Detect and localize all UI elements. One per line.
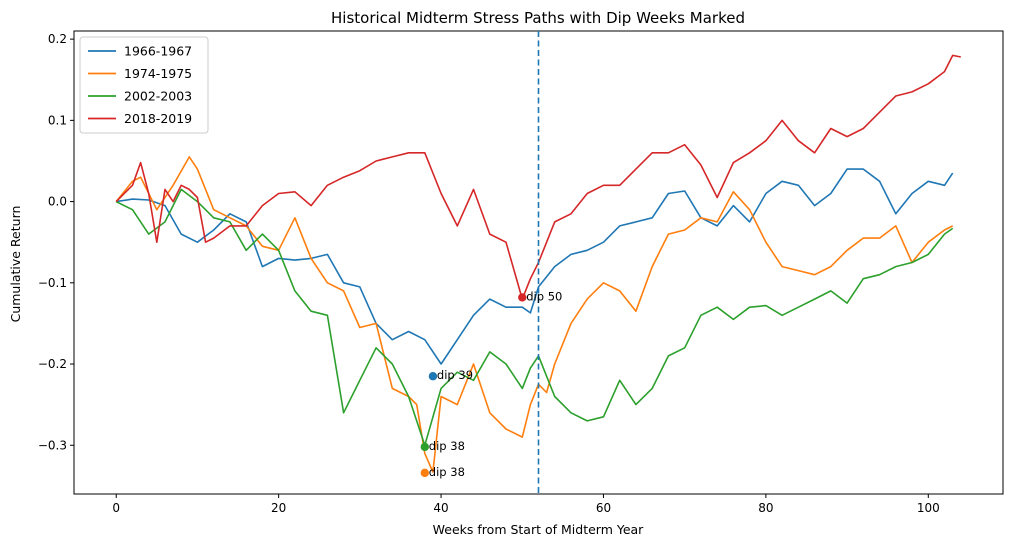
legend-entry: 2002-2003 xyxy=(124,89,192,104)
y-tick-label: 0.2 xyxy=(48,32,67,46)
y-tick-label: −0.1 xyxy=(38,276,67,290)
dip-label: dip 38 xyxy=(429,465,465,479)
series-line-1966-1967 xyxy=(116,168,954,365)
legend xyxy=(79,36,209,134)
y-tick-label: −0.2 xyxy=(38,357,67,371)
dip-label: dip 39 xyxy=(437,368,473,382)
y-tick-label: −0.3 xyxy=(38,438,67,452)
x-axis-label: Weeks from Start of Midterm Year xyxy=(433,522,645,537)
series-line-2018-2019 xyxy=(115,54,961,300)
series-line-1974-1975 xyxy=(115,156,954,473)
series-line-2002-2003 xyxy=(115,188,954,447)
legend-entry: 1974-1975 xyxy=(124,66,192,81)
dip-marker xyxy=(518,293,527,302)
y-tick-label: 0.0 xyxy=(48,195,67,209)
x-tick-label: 40 xyxy=(433,501,448,515)
legend-entry: 1966-1967 xyxy=(124,44,192,59)
y-tick-label: 0.1 xyxy=(48,113,67,127)
chart-title: Historical Midterm Stress Paths with Dip… xyxy=(331,9,745,27)
x-tick-label: 80 xyxy=(758,501,773,515)
x-tick-label: 20 xyxy=(271,501,286,515)
dip-label: dip 38 xyxy=(429,439,465,453)
x-tick-label: 0 xyxy=(112,501,120,515)
dip-marker xyxy=(420,442,430,452)
dip-marker xyxy=(428,372,438,381)
x-tick-label: 100 xyxy=(917,501,940,515)
legend-entry: 2018-2019 xyxy=(124,111,192,126)
y-axis-label: Cumulative Return xyxy=(8,206,23,323)
dip-label: dip 50 xyxy=(526,289,562,303)
x-tick-label: 60 xyxy=(596,501,611,515)
dip-marker xyxy=(420,468,430,478)
